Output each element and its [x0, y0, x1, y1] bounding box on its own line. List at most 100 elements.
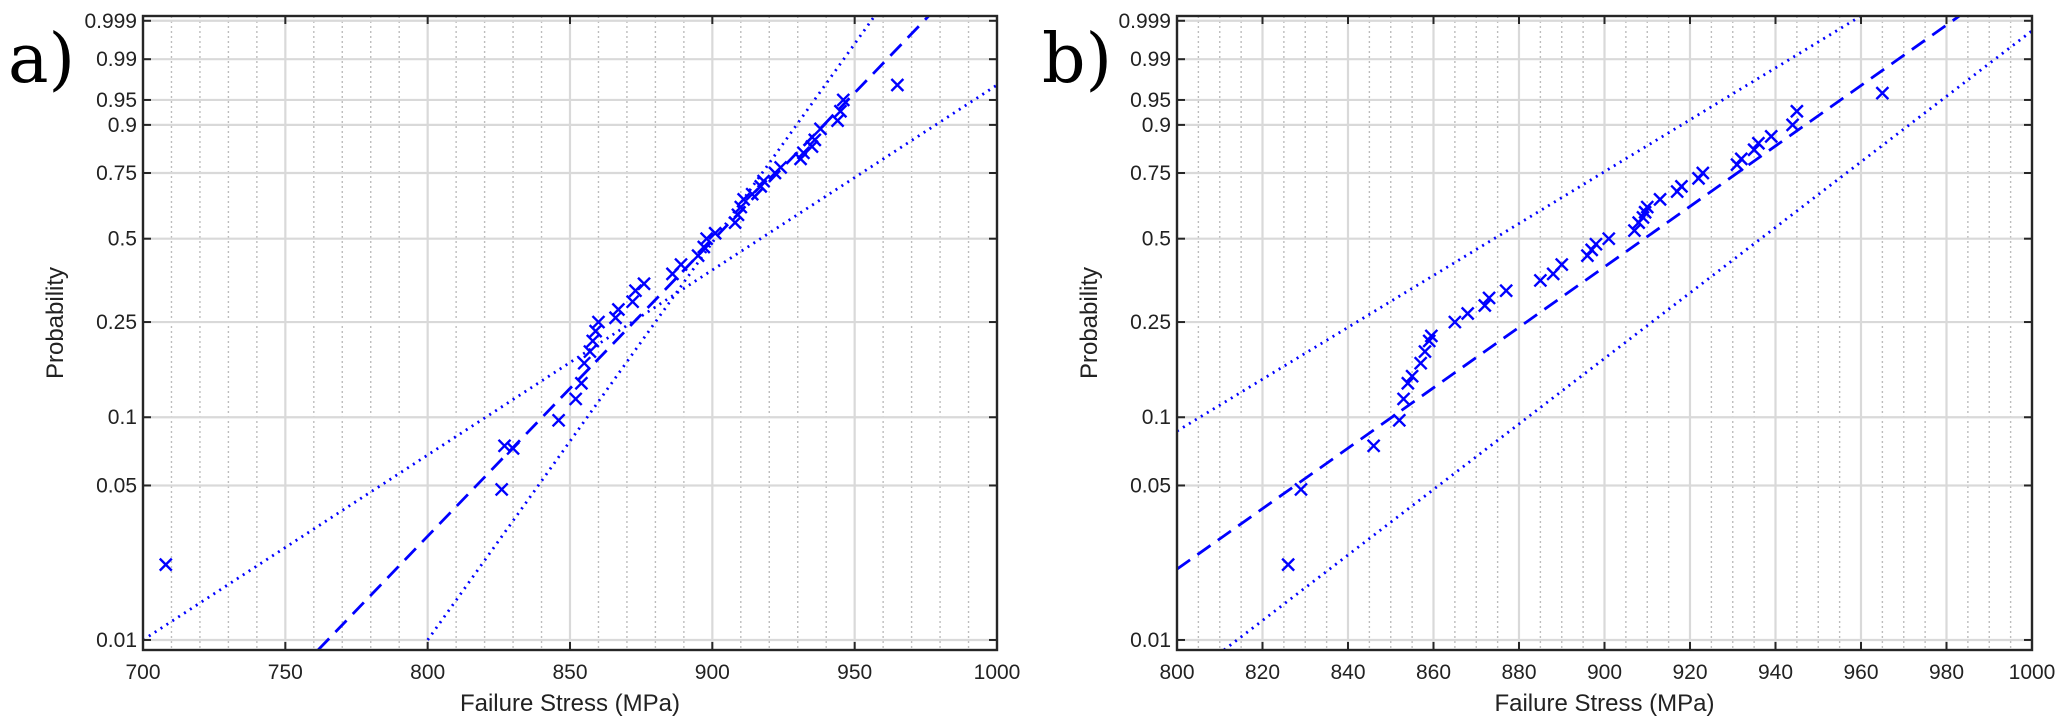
- data-point: [1482, 291, 1496, 305]
- data-point: [611, 302, 626, 317]
- data-point: [773, 160, 788, 175]
- x-tick-label: 800: [410, 661, 445, 684]
- y-tick-label: 0.25: [96, 311, 137, 334]
- y-tick-label: 0.05: [1130, 474, 1171, 497]
- data-point: [1640, 200, 1655, 214]
- upper-confidence-bound: [1177, 16, 1862, 433]
- data-point: [731, 207, 745, 222]
- data-point: [1477, 298, 1492, 313]
- data-point: [506, 441, 520, 456]
- data-point: [1281, 557, 1295, 572]
- data-point: [1751, 136, 1766, 151]
- y-tick-label: 0.9: [108, 114, 137, 137]
- panel-label: b): [1042, 20, 1112, 99]
- y-tick-label: 0.75: [1130, 162, 1171, 185]
- data-point: [637, 276, 651, 291]
- chart-panel-a: 700 750 800 850 900 950 1000 0.01 0.05 0.1 0.25 0.5…: [8, 10, 1020, 717]
- data-point: [1448, 315, 1462, 329]
- y-tick-label: 0.99: [1130, 48, 1171, 71]
- data-point: [1747, 142, 1761, 157]
- x-tick-label: 950: [837, 661, 872, 684]
- data-point: [836, 93, 851, 107]
- x-tick-label: 900: [695, 661, 730, 684]
- data-point: [551, 413, 566, 428]
- x-tick-label: 840: [1330, 661, 1365, 684]
- data-point: [583, 344, 597, 359]
- data-point: [833, 104, 848, 119]
- data-point: [1392, 413, 1407, 428]
- data-point: [1627, 223, 1642, 238]
- y-tick-label: 0.01: [1130, 629, 1171, 652]
- y-tick-label: 0.5: [1142, 228, 1171, 251]
- data-point: [796, 145, 811, 160]
- y-tick-label: 0.5: [108, 228, 137, 251]
- data-point: [1589, 237, 1603, 252]
- lower-confidence-bound: [1223, 29, 2032, 650]
- data-point: [588, 324, 603, 338]
- data-point: [807, 133, 822, 147]
- data-point: [1294, 482, 1308, 497]
- panel-label: a): [8, 20, 75, 99]
- data-point: [1533, 273, 1548, 288]
- x-tick-label: 1000: [2009, 661, 2056, 684]
- data-point: [497, 438, 512, 453]
- data-point: [1413, 356, 1428, 371]
- data-point: [625, 294, 640, 309]
- x-tick-label: 1000: [974, 661, 1021, 684]
- data-point: [696, 240, 711, 254]
- x-tick-label: 800: [1159, 661, 1194, 684]
- y-axis-label: Probability: [42, 267, 69, 379]
- y-tick-label: 0.1: [1142, 406, 1171, 429]
- x-tick-label: 820: [1245, 661, 1280, 684]
- data-point: [691, 248, 705, 263]
- x-tick-label: 920: [1672, 661, 1707, 684]
- data-point: [1405, 369, 1419, 384]
- x-tick-label: 750: [268, 661, 303, 684]
- data-point: [1785, 118, 1800, 132]
- data-point: [736, 192, 751, 207]
- data-point: [1875, 86, 1890, 100]
- data-point: [1460, 306, 1475, 321]
- y-tick-label: 0.99: [96, 48, 137, 71]
- y-tick-label: 0.25: [1130, 311, 1171, 334]
- data-point: [708, 226, 723, 241]
- data-point: [158, 557, 173, 572]
- data-point: [1554, 257, 1569, 272]
- data-point: [699, 231, 714, 246]
- lower-confidence-bound: [143, 83, 997, 642]
- y-tick-label: 0.75: [96, 162, 137, 185]
- fit-line: [1177, 16, 1961, 571]
- data-point: [574, 376, 589, 391]
- x-tick-label: 980: [1929, 661, 1964, 684]
- x-tick-label: 940: [1758, 661, 1793, 684]
- x-tick-label: 960: [1843, 661, 1878, 684]
- data-point: [1734, 151, 1749, 166]
- data-point: [494, 482, 509, 497]
- y-tick-label: 0.01: [96, 629, 137, 652]
- x-axis-label: Failure Stress (MPa): [1494, 690, 1714, 717]
- data-point: [830, 113, 845, 128]
- y-tick-label: 0.9: [1142, 114, 1171, 137]
- y-tick-label: 0.95: [1130, 89, 1171, 112]
- x-tick-label: 850: [552, 661, 587, 684]
- data-point: [1653, 192, 1667, 207]
- data-point: [1366, 438, 1381, 453]
- data-point: [1418, 344, 1432, 359]
- data-point: [1674, 179, 1689, 194]
- fit-line: [317, 16, 930, 650]
- data-point: [1601, 231, 1616, 246]
- x-tick-label: 900: [1587, 661, 1622, 684]
- y-tick-label: 0.05: [96, 474, 137, 497]
- upper-confidence-bound: [426, 16, 876, 641]
- y-tick-label: 0.1: [108, 406, 137, 429]
- data-point: [1695, 166, 1710, 180]
- data-point: [813, 122, 828, 136]
- data-point: [756, 174, 771, 188]
- y-tick-label: 0.95: [96, 89, 137, 112]
- y-axis-label: Probability: [1076, 267, 1103, 379]
- data-point: [1499, 283, 1514, 298]
- data-point: [733, 200, 748, 214]
- data-point: [674, 257, 688, 272]
- data-point: [591, 315, 606, 329]
